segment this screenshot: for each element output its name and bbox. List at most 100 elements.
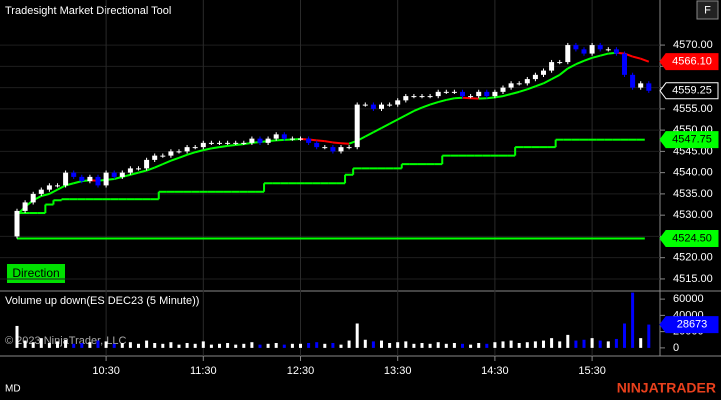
- volume-bar: [169, 342, 173, 348]
- volume-bar: [371, 341, 375, 348]
- volume-bar: [323, 343, 327, 348]
- volume-bar: [88, 342, 92, 348]
- trend-line: [194, 149, 204, 154]
- volume-bar: [112, 343, 116, 348]
- candle-body: [273, 134, 279, 139]
- trend-line: [429, 101, 439, 106]
- volume-bar: [501, 341, 505, 348]
- x-tick-label: 13:30: [384, 365, 412, 377]
- y-tick-label: 4515.00: [673, 273, 713, 285]
- candle-body: [532, 74, 538, 80]
- trend-line: [235, 143, 244, 146]
- f-button-label[interactable]: F: [704, 4, 711, 16]
- candle-body: [573, 45, 579, 50]
- candle-body: [419, 96, 425, 98]
- candle-body: [460, 91, 465, 97]
- volume-title: Volume up down(ES DEC23 (5 Minute)): [5, 295, 199, 307]
- candle-body: [395, 100, 401, 105]
- volume-bar: [639, 338, 643, 348]
- trend-line: [583, 56, 593, 62]
- trend-line: [518, 88, 528, 93]
- trend-line: [154, 163, 164, 169]
- volume-bar: [590, 338, 594, 348]
- direction-label: Direction: [12, 266, 59, 280]
- candle-body: [257, 138, 263, 143]
- candle-body: [541, 70, 546, 75]
- candle-body: [476, 91, 482, 97]
- y-tick-label: 4555.00: [673, 103, 713, 115]
- trend-line: [640, 57, 650, 63]
- volume-bar: [631, 292, 635, 348]
- volume-bar: [331, 343, 335, 348]
- trend-line: [138, 169, 147, 174]
- trend-line: [41, 192, 50, 197]
- volume-bar: [234, 344, 238, 348]
- trend-line: [316, 139, 325, 143]
- trend-line: [170, 156, 180, 162]
- candle-body: [646, 83, 652, 91]
- volume-bar: [137, 343, 140, 348]
- candle-body: [22, 202, 28, 211]
- candle-body: [55, 185, 60, 187]
- volume-bar: [477, 343, 481, 348]
- volume-bar: [347, 340, 351, 348]
- candle-body: [281, 134, 287, 139]
- volume-bar: [436, 342, 440, 348]
- candle-body: [127, 168, 133, 173]
- candle-body: [630, 74, 636, 88]
- volume-bar: [226, 343, 230, 348]
- candle-body: [500, 87, 506, 92]
- volume-bar: [96, 340, 100, 348]
- candle-body: [184, 147, 190, 152]
- trend-line: [73, 180, 83, 185]
- volume-bar: [404, 341, 408, 348]
- trend-line: [186, 151, 196, 156]
- candle-body: [427, 96, 433, 98]
- candle-body: [565, 45, 571, 63]
- candle-body: [370, 104, 376, 109]
- trend-line: [559, 67, 569, 76]
- trend-line: [243, 141, 253, 146]
- candle-body: [451, 91, 457, 93]
- candle-body: [265, 138, 271, 143]
- price-tag-label: 4559.25: [672, 85, 712, 97]
- trend-line: [178, 153, 188, 159]
- trend-line: [372, 127, 382, 134]
- volume-bar: [15, 325, 19, 348]
- price-tag-label: 4524.50: [672, 232, 712, 244]
- candle-body: [111, 172, 117, 177]
- price-tag: [659, 230, 719, 248]
- candle-body: [289, 138, 295, 140]
- volume-bar: [574, 340, 578, 348]
- candle-body: [613, 49, 619, 54]
- candle-body: [362, 104, 368, 106]
- candle-body: [338, 147, 344, 152]
- y-tick-label: 60000: [673, 293, 704, 305]
- status: MD: [5, 384, 21, 395]
- volume-bar: [509, 340, 513, 348]
- candle-body: [152, 155, 158, 160]
- volume-bar: [282, 344, 286, 348]
- candle-body: [176, 151, 182, 153]
- candle-body: [411, 96, 417, 98]
- candle-body: [103, 172, 109, 186]
- price-tag-label: 4566.10: [672, 56, 712, 68]
- volume-bar: [47, 343, 51, 348]
- volume-bar: [428, 343, 432, 348]
- trend-line: [113, 175, 123, 180]
- trend-line: [227, 144, 236, 147]
- volume-bar: [250, 342, 254, 348]
- candle-body: [589, 45, 595, 54]
- trend-line: [57, 184, 67, 191]
- trend-line: [632, 55, 641, 60]
- y-tick-label: 4540.00: [673, 167, 713, 179]
- volume-bar: [363, 339, 367, 348]
- candle-body: [435, 91, 441, 97]
- direction-badge: [7, 264, 65, 283]
- f-button[interactable]: [696, 0, 719, 20]
- trend-line: [381, 122, 391, 129]
- x-tick-label: 15:30: [578, 365, 606, 377]
- candle-body: [597, 45, 603, 50]
- candle-body: [549, 62, 555, 71]
- volume-bar: [452, 343, 456, 348]
